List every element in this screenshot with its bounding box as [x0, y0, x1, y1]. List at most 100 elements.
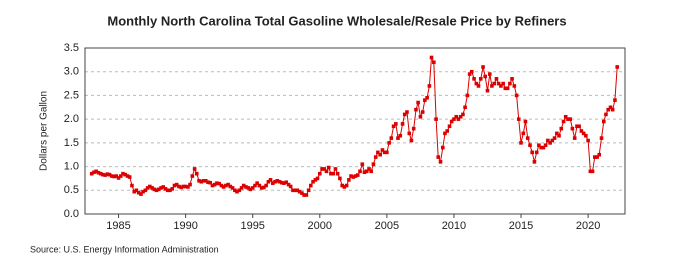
price-point — [525, 136, 530, 140]
price-point — [478, 77, 483, 81]
y-axis-label: Dollars per Gallon — [39, 91, 50, 171]
price-point — [304, 193, 309, 197]
price-point — [219, 183, 224, 188]
price-point — [472, 77, 476, 81]
price-point — [221, 185, 226, 189]
price-point — [382, 150, 387, 155]
x-tick-label: 2015 — [509, 220, 533, 232]
price-point — [449, 119, 454, 124]
price-point — [566, 117, 570, 121]
price-point — [302, 193, 306, 197]
price-point — [145, 186, 150, 190]
price-point — [203, 179, 208, 183]
price-point — [485, 88, 490, 93]
price-point — [116, 176, 121, 180]
price-point — [575, 124, 579, 129]
price-point — [119, 174, 123, 178]
price-point — [293, 188, 298, 193]
price-point — [286, 182, 291, 187]
price-point — [398, 133, 403, 138]
price-point — [165, 188, 170, 193]
price-point — [380, 148, 385, 152]
price-point — [206, 180, 210, 185]
price-point — [557, 133, 561, 138]
price-point — [110, 174, 114, 178]
price-point — [192, 167, 197, 171]
price-point — [376, 150, 380, 155]
price-point — [561, 119, 566, 124]
price-point — [597, 152, 602, 157]
price-point — [94, 169, 98, 174]
price-point — [514, 93, 519, 98]
price-point — [501, 81, 505, 86]
price-point — [396, 136, 400, 140]
price-point — [407, 131, 412, 136]
price-point — [369, 169, 373, 174]
price-point — [559, 126, 564, 131]
price-point — [461, 112, 465, 117]
price-point — [586, 138, 590, 143]
price-point — [105, 172, 110, 176]
price-point — [331, 171, 335, 176]
price-point — [355, 173, 360, 177]
y-tick-label: 0.0 — [64, 208, 79, 220]
price-point — [181, 184, 186, 189]
price-point — [212, 182, 217, 187]
price-point — [604, 112, 608, 117]
y-tick-label: 3.0 — [64, 66, 79, 78]
price-point — [427, 84, 432, 88]
price-point — [329, 171, 333, 176]
y-tick-label: 1.0 — [64, 160, 79, 172]
price-point — [402, 112, 407, 117]
source-note: Source: U.S. Energy Information Administ… — [30, 244, 219, 254]
price-point — [210, 183, 215, 188]
price-point — [371, 162, 376, 166]
price-point — [233, 188, 237, 193]
price-point — [197, 179, 201, 183]
price-point — [132, 189, 137, 194]
price-point — [201, 179, 206, 183]
price-point — [130, 183, 134, 188]
price-point — [364, 169, 369, 174]
price-point — [590, 169, 595, 174]
price-point — [190, 174, 195, 178]
price-point — [572, 136, 577, 140]
price-point — [405, 110, 409, 114]
price-point — [215, 181, 219, 185]
price-point — [425, 96, 429, 100]
y-tick-label: 1.5 — [64, 137, 79, 149]
price-point — [505, 86, 510, 91]
price-point — [344, 183, 349, 188]
price-point — [179, 185, 183, 190]
price-point — [297, 189, 302, 194]
y-tick-label: 3.5 — [64, 42, 79, 54]
price-point — [456, 117, 461, 121]
price-point — [568, 117, 573, 121]
price-point — [125, 174, 130, 178]
price-point — [543, 143, 548, 148]
price-point — [282, 181, 286, 185]
price-point — [418, 114, 423, 119]
price-point — [277, 179, 282, 184]
price-point — [358, 169, 362, 174]
price-point — [107, 172, 112, 177]
y-tick-label: 2.5 — [64, 89, 79, 101]
price-point — [326, 165, 331, 170]
price-point — [523, 119, 528, 124]
price-point — [291, 188, 295, 193]
price-point — [170, 187, 175, 191]
price-point — [271, 181, 275, 185]
price-point — [320, 167, 324, 171]
price-point — [273, 179, 277, 184]
price-point — [530, 150, 534, 155]
price-point — [546, 138, 550, 143]
price-point — [143, 188, 148, 193]
price-point — [411, 126, 416, 131]
price-point — [333, 167, 338, 171]
price-point — [441, 145, 445, 150]
price-point — [599, 136, 604, 140]
price-point — [367, 167, 371, 171]
price-point — [163, 187, 168, 191]
price-point — [429, 55, 434, 60]
price-point — [492, 81, 496, 86]
